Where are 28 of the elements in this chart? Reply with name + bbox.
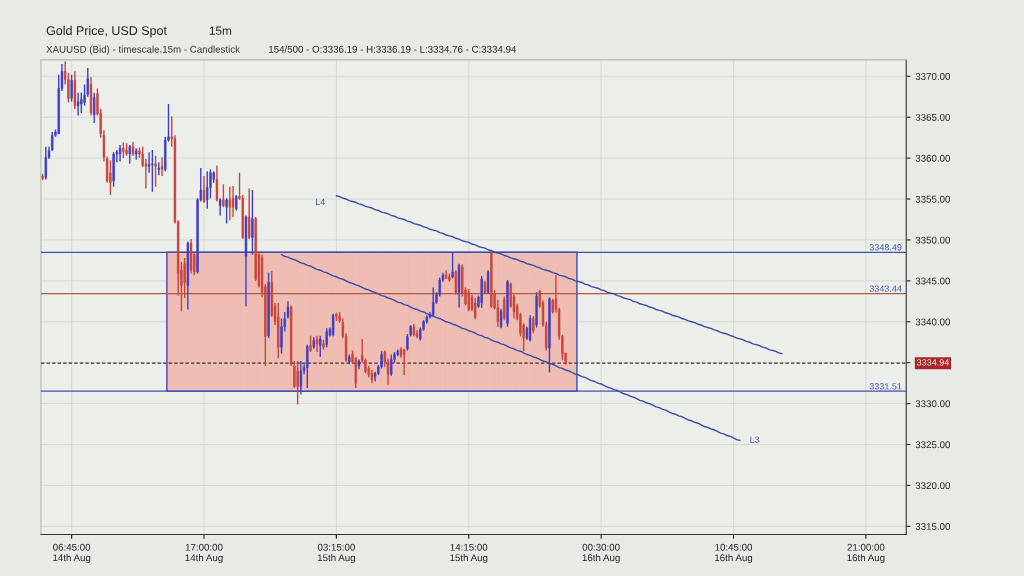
y-tick-label: 3370.00 bbox=[915, 73, 951, 80]
series-label: L3 bbox=[750, 436, 760, 443]
y-tick-label: 3355.00 bbox=[915, 195, 951, 203]
x-tick-label: 10:45:00 16th Aug bbox=[715, 543, 753, 564]
chart-subtitle: XAUUSD (Bid) - timescale.15m - Candlestick bbox=[46, 45, 241, 55]
y-tick-label: 3365.00 bbox=[915, 113, 951, 121]
y-tick-label: 3320.00 bbox=[915, 482, 951, 490]
y-tick-label: 3315.00 bbox=[915, 523, 951, 530]
text: 154/500 - O:3336.19 - H:3336.19 - L:3334.76 - C:3334.94 bbox=[269, 45, 517, 53]
y-tick-label: 3360.00 bbox=[915, 154, 951, 162]
x-tick-label: 14:15:00 15th Aug bbox=[450, 543, 488, 564]
y-tick-label: 3340.00 bbox=[915, 318, 951, 326]
y-tick-label: 3350.00 bbox=[915, 236, 951, 244]
ref-line-label: 3331.51 bbox=[869, 383, 902, 390]
text: 15m bbox=[209, 26, 232, 35]
ref-line-label: 3343.44 bbox=[869, 285, 902, 292]
ref-line-label: 3348.49 bbox=[869, 244, 902, 251]
y-tick-label: 3325.00 bbox=[915, 441, 951, 449]
chart-title: Gold Price, USD Spot bbox=[46, 25, 167, 38]
x-tick-label: 21:00:00 16th Aug bbox=[847, 543, 885, 564]
x-tick-label: 06:45:00 14th Aug bbox=[53, 543, 91, 564]
x-tick-label: 00:30:00 16th Aug bbox=[582, 543, 620, 564]
x-tick-label: 03:15:00 15th Aug bbox=[317, 543, 355, 564]
y-tick-label: 3345.00 bbox=[915, 277, 951, 285]
series-label: L4 bbox=[315, 198, 326, 206]
y-tick-label: 3330.00 bbox=[915, 400, 951, 408]
x-tick-label: 17:00:00 14th Aug bbox=[185, 543, 223, 564]
ref-line-label: 3334.94 bbox=[916, 359, 949, 366]
